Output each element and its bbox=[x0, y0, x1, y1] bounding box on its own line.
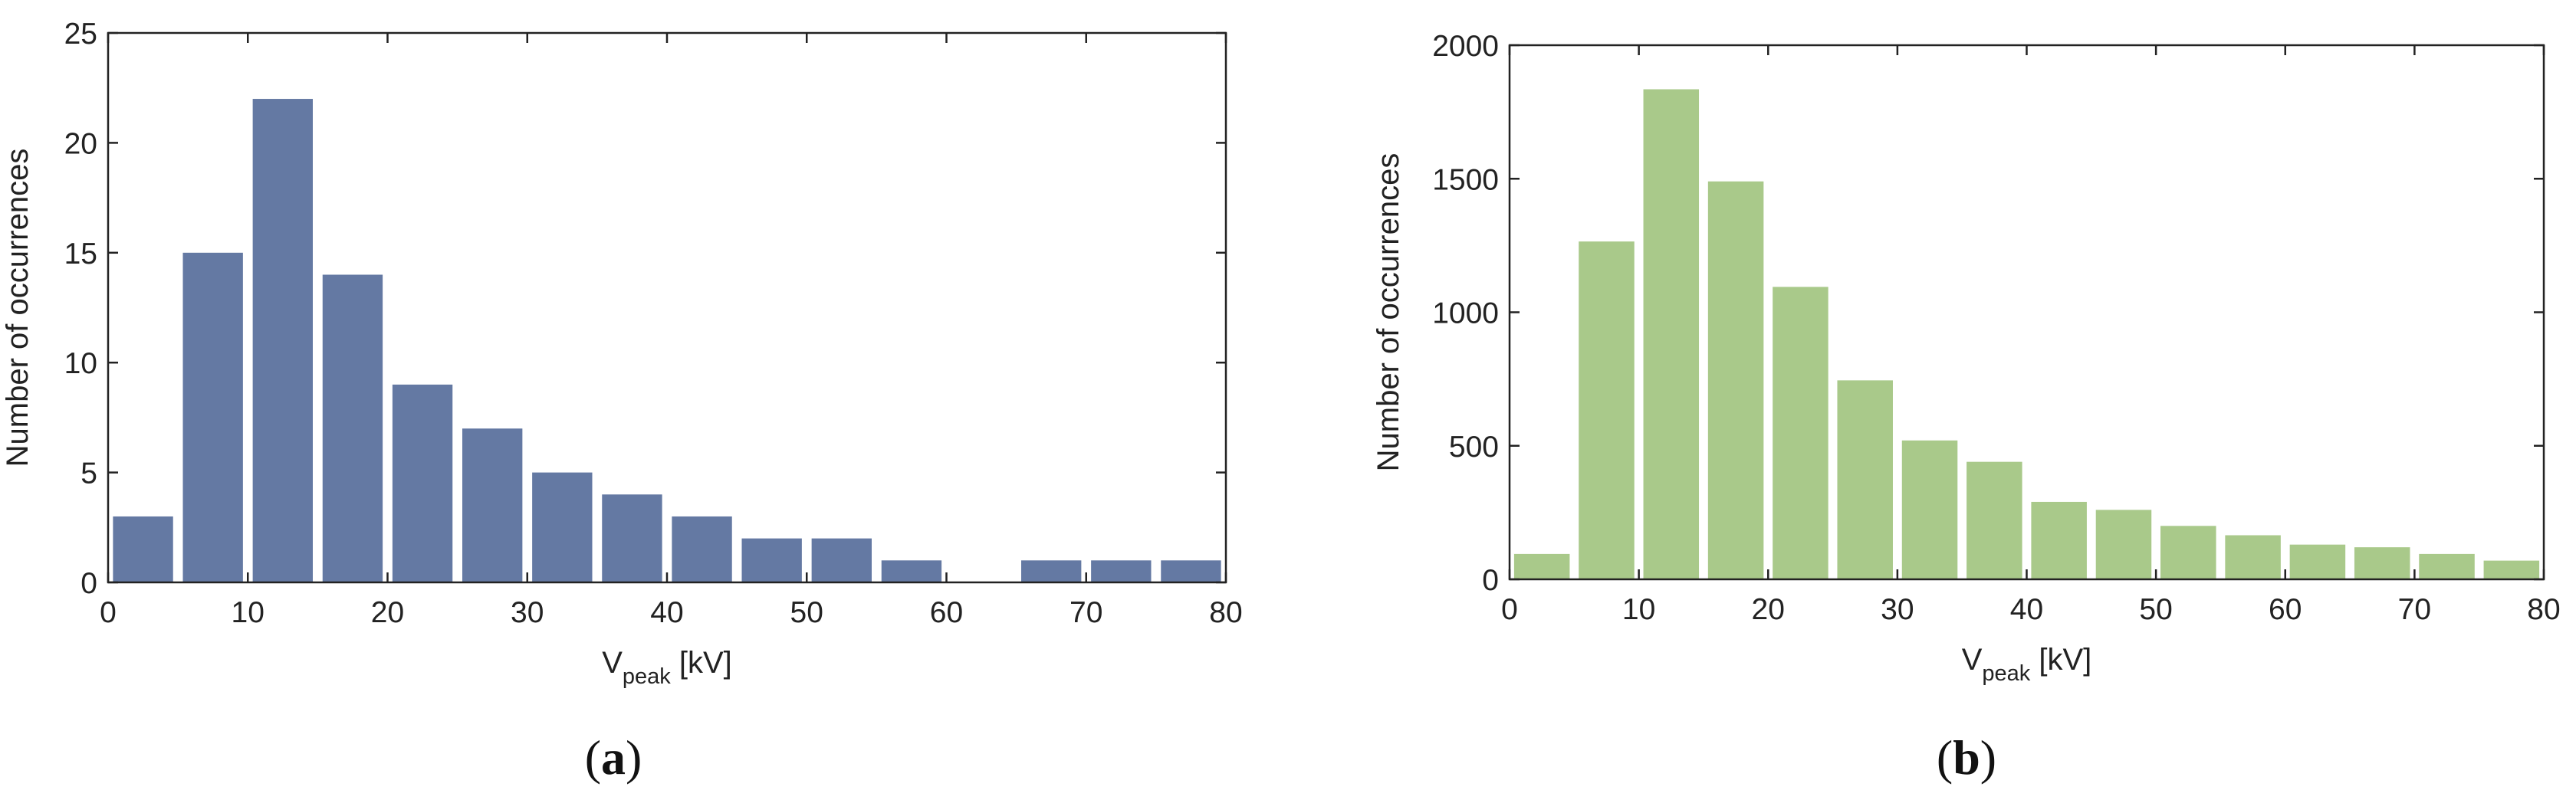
bar bbox=[113, 516, 173, 582]
bar bbox=[881, 560, 942, 582]
x-axis-title-sub: peak bbox=[1982, 661, 2030, 686]
x-tick-label: 60 bbox=[930, 596, 963, 629]
bar bbox=[672, 516, 732, 582]
bar bbox=[2419, 553, 2475, 579]
x-tick-label: 10 bbox=[232, 596, 264, 629]
bar bbox=[2031, 501, 2087, 579]
bar bbox=[1161, 560, 1221, 582]
panel-a: 0 10 20 30 40 50 60 70 80 0 5 10 15 20 25 Vpeak [kV] Num… bbox=[1, 18, 1243, 785]
bar bbox=[532, 472, 593, 582]
y-tick-label: 10 bbox=[64, 347, 97, 380]
y-tick-label: 15 bbox=[64, 238, 97, 270]
x-tick-label: 10 bbox=[1622, 593, 1655, 626]
bar bbox=[1091, 560, 1152, 582]
x-tick-label: 0 bbox=[100, 596, 117, 629]
bar bbox=[2483, 560, 2540, 579]
bars bbox=[113, 99, 1221, 583]
bar bbox=[602, 494, 662, 582]
bar bbox=[1707, 181, 1764, 580]
x-tick-label: 20 bbox=[1752, 593, 1785, 626]
panel-label-close: ) bbox=[626, 730, 642, 785]
x-axis-title-unit: [kV] bbox=[671, 646, 732, 680]
bar bbox=[2160, 526, 2216, 579]
x-axis-title: Vpeak [kV] bbox=[1962, 643, 2092, 686]
bar bbox=[2225, 535, 2281, 579]
x-tick-label: 30 bbox=[511, 596, 544, 629]
panel-label: (b) bbox=[1937, 730, 1996, 785]
bar bbox=[182, 252, 243, 582]
bar bbox=[1837, 380, 1893, 579]
panel-label-letter: b bbox=[1953, 730, 1980, 785]
x-tick-label: 60 bbox=[2269, 593, 2302, 626]
y-tick-label: 25 bbox=[64, 18, 97, 51]
x-tick-label: 40 bbox=[2010, 593, 2043, 626]
y-tick-label: 1500 bbox=[1432, 163, 1499, 196]
panel-label: (a) bbox=[585, 730, 642, 785]
bar bbox=[741, 538, 802, 582]
x-tick-label: 70 bbox=[1070, 596, 1102, 629]
y-tick-label: 5 bbox=[80, 457, 97, 490]
x-axis-title-unit: [kV] bbox=[2030, 643, 2091, 677]
x-tick-label: 70 bbox=[2398, 593, 2431, 626]
x-axis-title-sub: peak bbox=[623, 664, 671, 689]
bar bbox=[811, 538, 872, 582]
bar bbox=[1643, 89, 1700, 579]
x-axis-title-main: V bbox=[1962, 643, 1983, 677]
x-tick-label: 80 bbox=[2527, 593, 2560, 626]
y-axis-title: Number of occurrences bbox=[1, 149, 34, 467]
bar bbox=[1967, 461, 2022, 579]
x-tick-label: 50 bbox=[2139, 593, 2172, 626]
bar bbox=[1773, 287, 1829, 579]
bar bbox=[322, 274, 383, 582]
x-tick-label: 80 bbox=[1209, 596, 1242, 629]
panel-b: 0 10 20 30 40 50 60 70 80 0 500 1000 1500 2000 Vpeak [… bbox=[1372, 30, 2561, 785]
y-tick-label: 1000 bbox=[1432, 297, 1499, 330]
y-tick-label: 500 bbox=[1449, 431, 1499, 464]
x-tick-label: 20 bbox=[371, 596, 404, 629]
bar bbox=[392, 384, 453, 582]
panel-label-open: ( bbox=[585, 730, 601, 785]
bar bbox=[1021, 560, 1082, 582]
x-axis-title: Vpeak [kV] bbox=[602, 646, 732, 689]
y-tick-label: 2000 bbox=[1432, 30, 1499, 63]
y-tick-label: 0 bbox=[80, 567, 97, 600]
bars bbox=[1513, 89, 2540, 580]
x-tick-label: 50 bbox=[790, 596, 823, 629]
y-axis-title: Number of occurrences bbox=[1372, 153, 1405, 472]
x-tick-label: 30 bbox=[1881, 593, 1914, 626]
panel-label-close: ) bbox=[1980, 730, 1996, 785]
x-axis-title-main: V bbox=[602, 646, 623, 680]
bar bbox=[2354, 547, 2410, 579]
bar bbox=[1579, 241, 1635, 579]
y-tick-label: 20 bbox=[64, 127, 97, 160]
bar bbox=[2289, 544, 2346, 579]
panel-label-letter: a bbox=[601, 730, 626, 785]
bar bbox=[1901, 440, 1958, 579]
y-tick-label: 0 bbox=[1482, 564, 1499, 597]
bar bbox=[2095, 510, 2152, 579]
bar bbox=[462, 428, 523, 582]
bar bbox=[1513, 553, 1570, 579]
panel-label-open: ( bbox=[1937, 730, 1953, 785]
x-tick-label: 0 bbox=[1501, 593, 1518, 626]
bar bbox=[252, 99, 313, 583]
x-tick-label: 40 bbox=[650, 596, 683, 629]
